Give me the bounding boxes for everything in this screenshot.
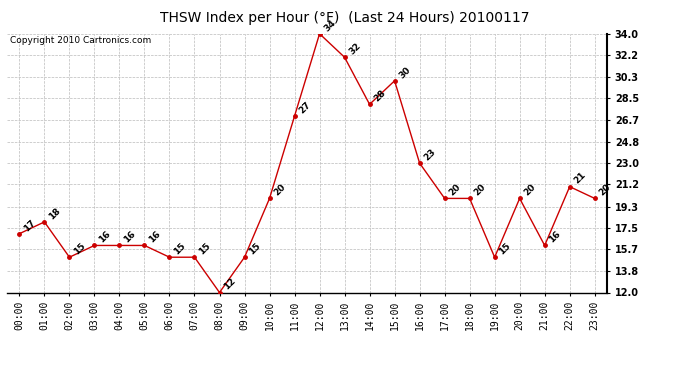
Text: 30: 30	[397, 65, 413, 80]
Text: 28: 28	[373, 88, 388, 104]
Text: 17: 17	[22, 217, 37, 233]
Text: 15: 15	[197, 241, 213, 256]
Text: 34: 34	[322, 18, 337, 33]
Text: 16: 16	[97, 230, 112, 244]
Text: 32: 32	[347, 41, 362, 57]
Text: 20: 20	[598, 183, 613, 198]
Text: 15: 15	[497, 241, 513, 256]
Text: 16: 16	[147, 230, 162, 244]
Text: Copyright 2010 Cartronics.com: Copyright 2010 Cartronics.com	[10, 36, 151, 45]
Text: 23: 23	[422, 147, 437, 162]
Text: 20: 20	[473, 183, 488, 198]
Text: 20: 20	[273, 183, 288, 198]
Text: 18: 18	[47, 206, 62, 221]
Text: 15: 15	[72, 241, 88, 256]
Text: 20: 20	[522, 183, 538, 198]
Text: 16: 16	[122, 230, 137, 244]
Text: THSW Index per Hour (°F)  (Last 24 Hours) 20100117: THSW Index per Hour (°F) (Last 24 Hours)…	[160, 11, 530, 25]
Text: 16: 16	[547, 230, 562, 244]
Text: 12: 12	[222, 276, 237, 292]
Text: 21: 21	[573, 171, 588, 186]
Text: 20: 20	[447, 183, 462, 198]
Text: 27: 27	[297, 100, 313, 115]
Text: 15: 15	[172, 241, 188, 256]
Text: 15: 15	[247, 241, 262, 256]
